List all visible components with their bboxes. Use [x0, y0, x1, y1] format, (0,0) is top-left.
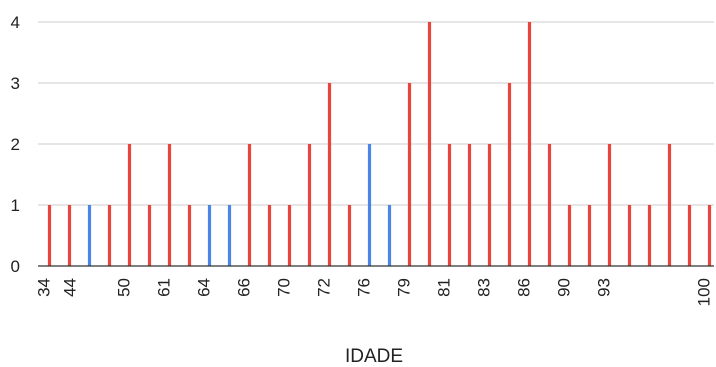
- bar: [327, 83, 332, 266]
- y-tick-label: 4: [11, 13, 20, 32]
- bar: [687, 205, 692, 266]
- bar: [607, 144, 612, 266]
- x-tick-label: 76: [355, 278, 374, 297]
- bar: [407, 83, 412, 266]
- gridlines: [38, 21, 714, 206]
- y-tick-label: 2: [11, 135, 20, 154]
- x-tick-label: 93: [595, 278, 614, 297]
- bar: [307, 144, 312, 266]
- bar: [187, 205, 192, 266]
- bar: [287, 205, 292, 266]
- x-tick-label: 50: [115, 278, 134, 297]
- bar: [367, 144, 372, 266]
- x-tick-label: 70: [275, 278, 294, 297]
- bar: [647, 205, 652, 266]
- x-tick-label: 90: [555, 278, 574, 297]
- x-axis-title: IDADE: [345, 346, 403, 367]
- bar: [107, 205, 112, 266]
- bar: [227, 205, 232, 266]
- bar: [507, 83, 512, 266]
- x-tick-label: 44: [61, 278, 80, 297]
- x-tick-label: 61: [155, 278, 174, 297]
- x-tick-label: 64: [195, 278, 214, 297]
- x-tick-label: 66: [235, 278, 254, 297]
- y-tick-label: 1: [11, 196, 20, 215]
- x-tick-label: 79: [395, 278, 414, 297]
- bar: [147, 205, 152, 266]
- bar-series: [47, 22, 712, 266]
- x-tick-label: 100: [695, 278, 714, 306]
- bar: [207, 205, 212, 266]
- bar: [467, 144, 472, 266]
- bar: [387, 205, 392, 266]
- bar: [587, 205, 592, 266]
- x-axis-ticks: 34 44 50 61 64 66 70 72 76 79 81 83 86 90 93 100: [35, 278, 714, 306]
- bar: [47, 205, 52, 266]
- x-tick-label: 83: [475, 278, 494, 297]
- bar: [667, 144, 672, 266]
- bar: [547, 144, 552, 266]
- bar: [707, 205, 712, 266]
- bar: [167, 144, 172, 266]
- bar: [347, 205, 352, 266]
- x-tick-label: 81: [435, 278, 454, 297]
- y-tick-label: 3: [11, 74, 20, 93]
- bar: [527, 22, 532, 266]
- bar: [87, 205, 92, 266]
- x-tick-label: 72: [315, 278, 334, 297]
- bar: [627, 205, 632, 266]
- x-tick-label: 34: [35, 278, 54, 297]
- x-tick-label: 86: [515, 278, 534, 297]
- bar: [67, 205, 72, 266]
- bar: [127, 144, 132, 266]
- bar: [487, 144, 492, 266]
- bar: [247, 144, 252, 266]
- bar: [427, 22, 432, 266]
- y-tick-label: 0: [11, 257, 20, 276]
- y-axis-ticks: 0 1 2 3 4: [11, 13, 20, 276]
- bar: [567, 205, 572, 266]
- bar: [447, 144, 452, 266]
- bar: [267, 205, 272, 266]
